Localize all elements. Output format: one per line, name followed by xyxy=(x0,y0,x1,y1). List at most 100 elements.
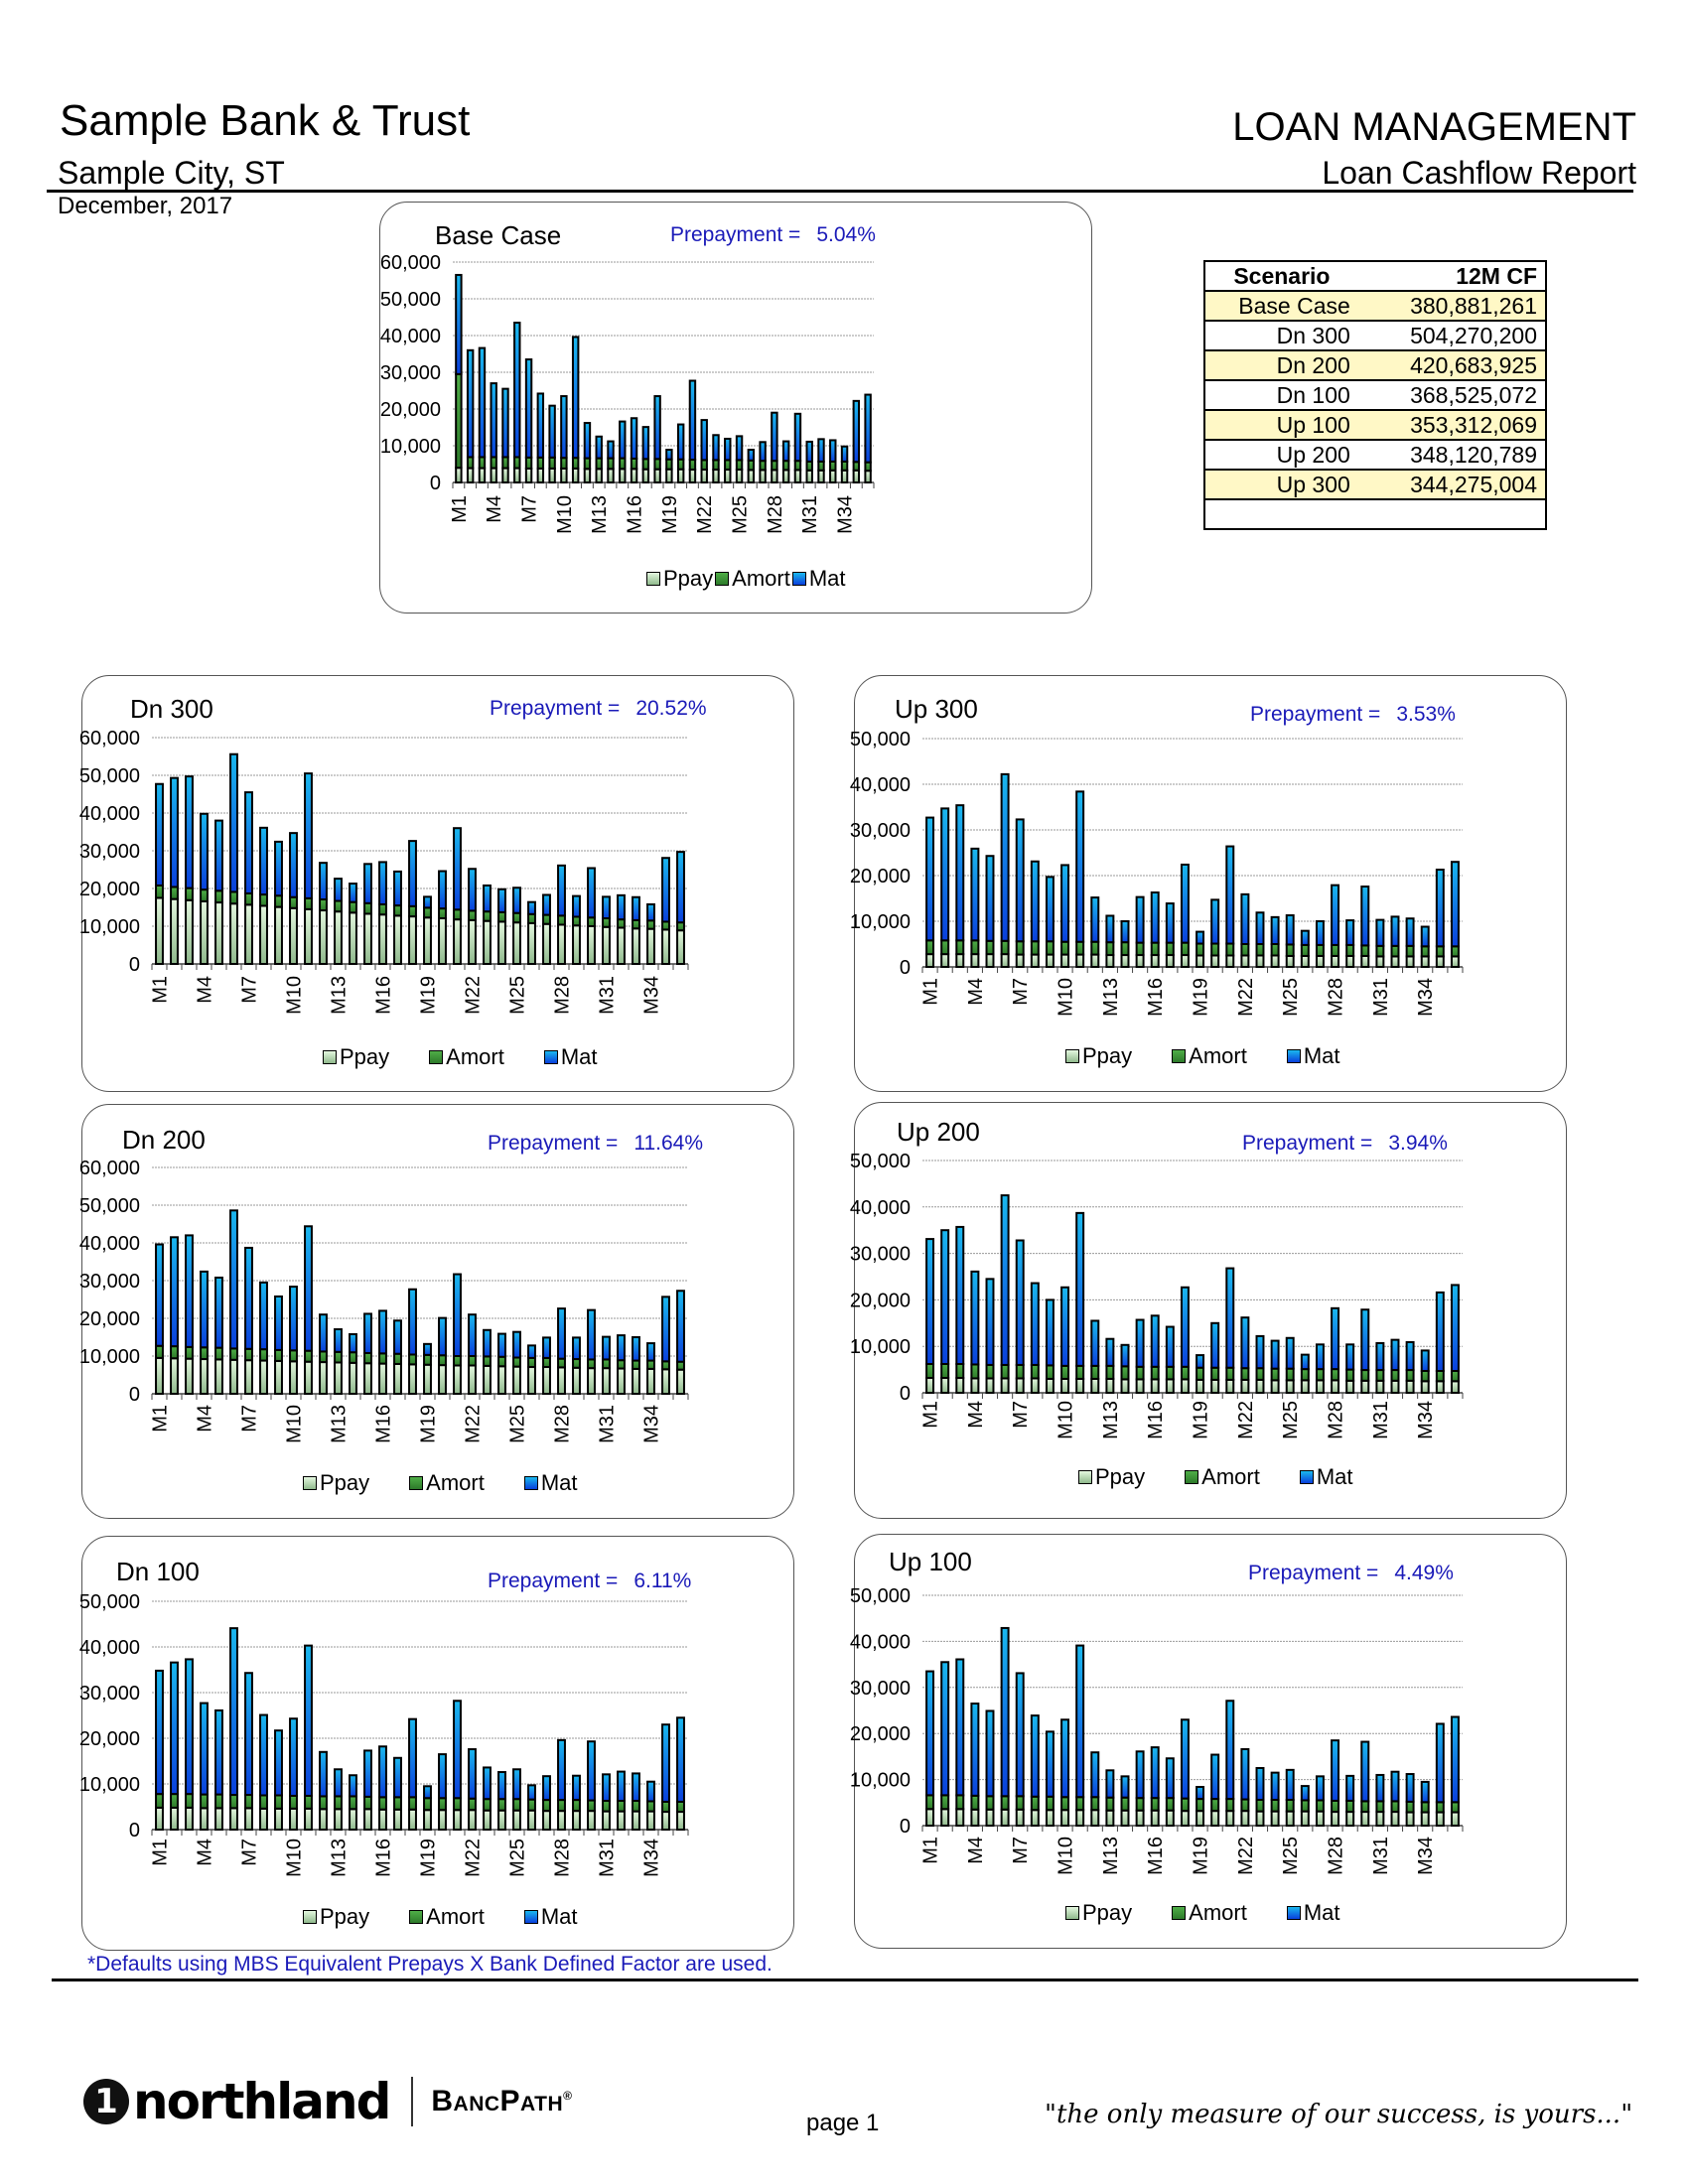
mat-bar-segment xyxy=(1255,1767,1265,1802)
ppay-bar-segment xyxy=(1135,954,1145,969)
y-tick-label: 20,000 xyxy=(380,399,441,421)
mat-bar-segment xyxy=(1090,1319,1100,1367)
ppay-bar-segment xyxy=(1405,1811,1415,1828)
ppay-bar-segment xyxy=(408,1363,417,1395)
mat-bar-segment xyxy=(632,1336,640,1362)
ppay-bar-segment xyxy=(676,468,685,483)
amort-bar-segment xyxy=(970,939,980,956)
amort-bar-segment xyxy=(1375,1369,1385,1382)
x-tick-label: M13 xyxy=(329,1405,351,1443)
ppay-bar-segment xyxy=(607,468,615,483)
amort-bar-segment xyxy=(1315,1799,1325,1813)
ppay-bar-segment xyxy=(1300,1379,1310,1395)
legend-label: Ppay xyxy=(1082,1043,1133,1068)
table-row: Dn 200 420,683,925 xyxy=(1204,349,1546,380)
mat-bar-segment xyxy=(244,791,253,894)
ppay-bar-segment xyxy=(1331,1379,1340,1395)
amort-bar-segment xyxy=(1405,1369,1415,1382)
mat-bar-segment xyxy=(1120,920,1130,944)
amort-bar-segment xyxy=(1225,1798,1235,1813)
legend-swatch-icon xyxy=(1286,1049,1301,1063)
mat-bar-segment xyxy=(259,1281,268,1351)
amort-bar-segment xyxy=(1015,1363,1025,1380)
amort-bar-segment xyxy=(1090,940,1100,956)
x-tick-label: M31 xyxy=(1370,978,1392,1017)
mat-bar-segment xyxy=(536,392,545,459)
ppay-bar-segment xyxy=(1285,954,1295,968)
x-tick-label: M10 xyxy=(1055,1837,1077,1875)
ppay-bar-segment xyxy=(1105,1377,1115,1394)
y-tick-label: 10,000 xyxy=(79,1346,140,1368)
mat-bar-segment xyxy=(829,439,837,463)
mat-bar-segment xyxy=(1450,1284,1460,1373)
amort-bar-segment xyxy=(1075,1796,1085,1812)
mat-bar-segment xyxy=(793,412,802,463)
amort-bar-segment xyxy=(632,1800,640,1813)
stacked-bar-chart: 0 10,000 20,000 30,000 40,000 50,000 M1 M4 M7 M10… xyxy=(850,1151,1464,1439)
ppay-bar-segment xyxy=(587,1367,596,1396)
y-tick-label: 50,000 xyxy=(380,289,441,311)
mat-bar-segment xyxy=(200,1702,209,1796)
bank-name: Sample Bank & Trust xyxy=(60,96,471,145)
ppay-bar-segment xyxy=(542,1366,551,1395)
mat-bar-segment xyxy=(1331,1306,1340,1371)
prepayment-rate: Prepayment = 20.52% xyxy=(490,698,707,719)
prepayment-rate: Prepayment = 11.64% xyxy=(488,1133,703,1154)
ppay-bar-segment xyxy=(925,1808,935,1827)
legend-mat: Mat xyxy=(1286,1045,1340,1067)
amort-bar-segment xyxy=(304,896,313,910)
amort-bar-segment xyxy=(1030,940,1040,956)
mat-bar-segment xyxy=(274,840,283,897)
amort-bar-segment xyxy=(557,1357,566,1369)
mat-bar-segment xyxy=(1015,1672,1025,1798)
ppay-bar-segment xyxy=(646,1367,655,1396)
prepayment-label: Prepayment = xyxy=(488,1570,619,1592)
y-tick-label: 40,000 xyxy=(850,1631,911,1653)
mat-bar-segment xyxy=(155,1243,164,1347)
x-tick-label: M4 xyxy=(195,976,216,1004)
mat-bar-segment xyxy=(630,417,638,460)
chart-title: Up 200 xyxy=(897,1117,980,1147)
ppay-bar-segment xyxy=(259,1359,268,1395)
ppay-bar-segment xyxy=(542,922,551,965)
ppay-bar-segment xyxy=(1105,1809,1115,1827)
amort-bar-segment xyxy=(468,1355,477,1367)
ppay-bar-segment xyxy=(617,1810,626,1832)
mat-bar-segment xyxy=(1360,1308,1370,1372)
amort-bar-segment xyxy=(1240,943,1250,957)
stacked-bar-chart: 0 10,000 20,000 30,000 40,000 50,000 60,000 M1 M… xyxy=(380,252,875,534)
ppay-bar-segment xyxy=(200,899,209,965)
amort-bar-segment xyxy=(572,1358,581,1369)
amort-bar-segment xyxy=(408,904,417,918)
scenario-name: Up 100 xyxy=(1204,409,1358,440)
mat-bar-segment xyxy=(1270,915,1280,945)
ppay-bar-segment xyxy=(925,953,935,968)
ppay-bar-segment xyxy=(676,929,685,965)
amort-bar-segment xyxy=(1135,941,1145,957)
mat-bar-segment xyxy=(1405,917,1415,947)
amort-bar-segment xyxy=(1331,1799,1340,1814)
ppay-bar-segment xyxy=(155,896,164,965)
chart-panel-dn-200: Dn 200 Prepayment = 11.64% 0 10,000 20,000 30,… xyxy=(79,1104,794,1519)
amort-bar-segment xyxy=(334,1350,343,1364)
amort-bar-segment xyxy=(587,1358,596,1370)
amort-bar-segment xyxy=(955,1362,965,1380)
mat-bar-segment xyxy=(289,1286,298,1352)
amort-bar-segment xyxy=(319,1795,328,1811)
amort-bar-segment xyxy=(1285,1799,1295,1813)
chart-title: Up 100 xyxy=(889,1547,972,1576)
mat-bar-segment xyxy=(661,1296,670,1363)
prepayment-rate: Prepayment = 3.94% xyxy=(1242,1133,1448,1154)
amort-bar-segment xyxy=(378,1352,387,1365)
mat-bar-segment xyxy=(1135,895,1145,944)
y-tick-label: 50,000 xyxy=(79,765,140,787)
mat-bar-segment xyxy=(632,895,640,921)
x-tick-label: M1 xyxy=(449,495,471,523)
amort-bar-segment xyxy=(1345,1799,1355,1814)
ppay-bar-segment xyxy=(363,1808,372,1831)
legend-label: Mat xyxy=(540,1470,578,1495)
amort-bar-segment xyxy=(1180,1797,1190,1813)
mat-bar-segment xyxy=(1405,1340,1415,1372)
mat-bar-segment xyxy=(617,1334,626,1362)
x-tick-label: M13 xyxy=(329,1839,351,1877)
